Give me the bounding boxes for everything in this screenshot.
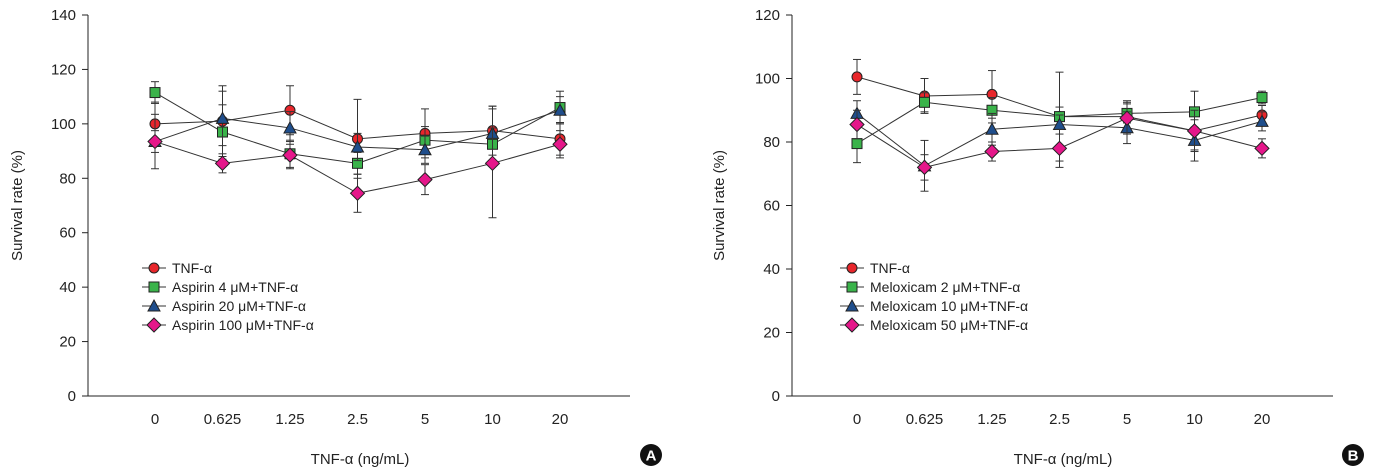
panel-letter: A [646,448,657,465]
data-point [553,103,567,116]
data-point [1186,123,1203,139]
legend-marker [845,298,859,312]
legend-label: TNF-α [172,260,212,276]
series-4 [147,108,568,219]
legend-label: Meloxicam 50 μM+TNF-α [870,317,1028,333]
legend-marker [846,281,858,293]
legend-item: TNF-α [840,260,910,276]
x-tick-label: 2.5 [347,411,368,428]
data-point [283,120,297,134]
data-point [1255,114,1269,127]
legend-label: Meloxicam 10 μM+TNF-α [870,298,1028,314]
y-tick-label: 120 [755,7,780,24]
legend-marker [844,317,860,333]
y-tick-label: 40 [763,261,780,278]
data-point [849,116,865,133]
x-tick-label: 10 [484,411,501,428]
legend-marker [148,281,160,293]
data-point [919,96,930,108]
x-tick-label: 0.625 [204,411,242,428]
data-point [214,155,231,172]
data-point [984,143,1000,160]
legend-marker [846,262,858,274]
panel-b: 0 20 40 60 80 100 120 0 0.625 1.25 2.5 5 10 20 TNF-α (… [711,7,1364,468]
data-point [215,111,230,124]
y-tick-label: 100 [51,116,76,133]
legend: TNF-α Meloxicam 2 μM+TNF-α Meloxicam 10 μM… [840,260,1028,333]
data-point [418,142,432,156]
data-point [851,138,863,150]
data-point [282,147,298,163]
legend-item: Meloxicam 10 μM+TNF-α [840,298,1028,314]
y-tick-label: 20 [763,325,780,342]
legend-label: Meloxicam 2 μM+TNF-α [870,279,1020,295]
x-tick-label: 2.5 [1049,411,1070,428]
data-point [349,185,366,201]
panel-badge [1342,444,1364,466]
legend-item: Aspirin 20 μM+TNF-α [142,298,306,314]
legend-label: Aspirin 20 μM+TNF-α [172,298,306,314]
legend-item: Aspirin 100 μM+TNF-α [142,317,314,333]
legend-label: TNF-α [870,260,910,276]
y-tick-label: 100 [755,71,780,88]
y-tick-label: 0 [772,388,780,405]
data-point [552,136,568,152]
series-4 [849,101,1270,181]
data-point [851,71,863,83]
x-tick-label: 5 [1123,411,1131,428]
y-tick-label: 40 [59,279,76,296]
legend: TNF-α Aspirin 4 μM+TNF-α Aspirin 20 μM+TNF… [142,260,314,333]
panel-a: 0 20 40 60 80 100 120 140 0 0.625 1.25 2.5 5 10 20 TNF-… [9,7,662,468]
data-point [985,122,999,135]
legend-label: Aspirin 100 μM+TNF-α [172,317,314,333]
y-axis-title: Survival rate (%) [9,150,26,261]
x-tick-label: 1.25 [275,411,304,428]
data-point [149,87,161,99]
y-tick-label: 20 [59,334,76,351]
data-point [1119,110,1135,126]
y-tick-label: 0 [68,388,76,405]
x-tick-label: 10 [1186,411,1203,428]
y-tick-label: 60 [763,198,780,215]
legend-marker [146,317,162,333]
legend-item: TNF-α [142,260,212,276]
y-tick-label: 80 [59,170,76,187]
legend-item: Meloxicam 50 μM+TNF-α [840,317,1028,333]
data-point [350,139,365,153]
legend-label: Aspirin 4 μM+TNF-α [172,279,298,295]
y-tick-label: 60 [59,225,76,242]
data-point [484,155,501,172]
x-tick-label: 20 [552,411,569,428]
legend-item: Meloxicam 2 μM+TNF-α [840,279,1020,295]
panel-badge [640,444,662,466]
legend-marker [147,298,161,312]
panel-letter: B [1348,448,1359,465]
x-tick-label: 5 [421,411,429,428]
data-point [417,171,433,188]
x-axis-title: TNF-α (ng/mL) [1014,451,1113,468]
data-point [147,133,163,150]
data-point [1051,140,1068,157]
x-tick-label: 0 [151,411,159,428]
y-tick-label: 80 [763,134,780,151]
data-point [1256,92,1268,104]
x-tick-label: 0 [853,411,861,428]
legend-marker [148,262,160,274]
y-tick-label: 140 [51,7,76,24]
x-tick-label: 0.625 [906,411,944,428]
data-point [916,159,933,176]
x-axis-title: TNF-α (ng/mL) [311,451,410,468]
y-tick-label: 120 [51,61,76,78]
y-axis-title: Survival rate (%) [711,150,728,261]
legend-item: Aspirin 4 μM+TNF-α [142,279,298,295]
x-tick-label: 1.25 [977,411,1006,428]
x-tick-label: 20 [1254,411,1271,428]
data-point [1254,140,1270,157]
